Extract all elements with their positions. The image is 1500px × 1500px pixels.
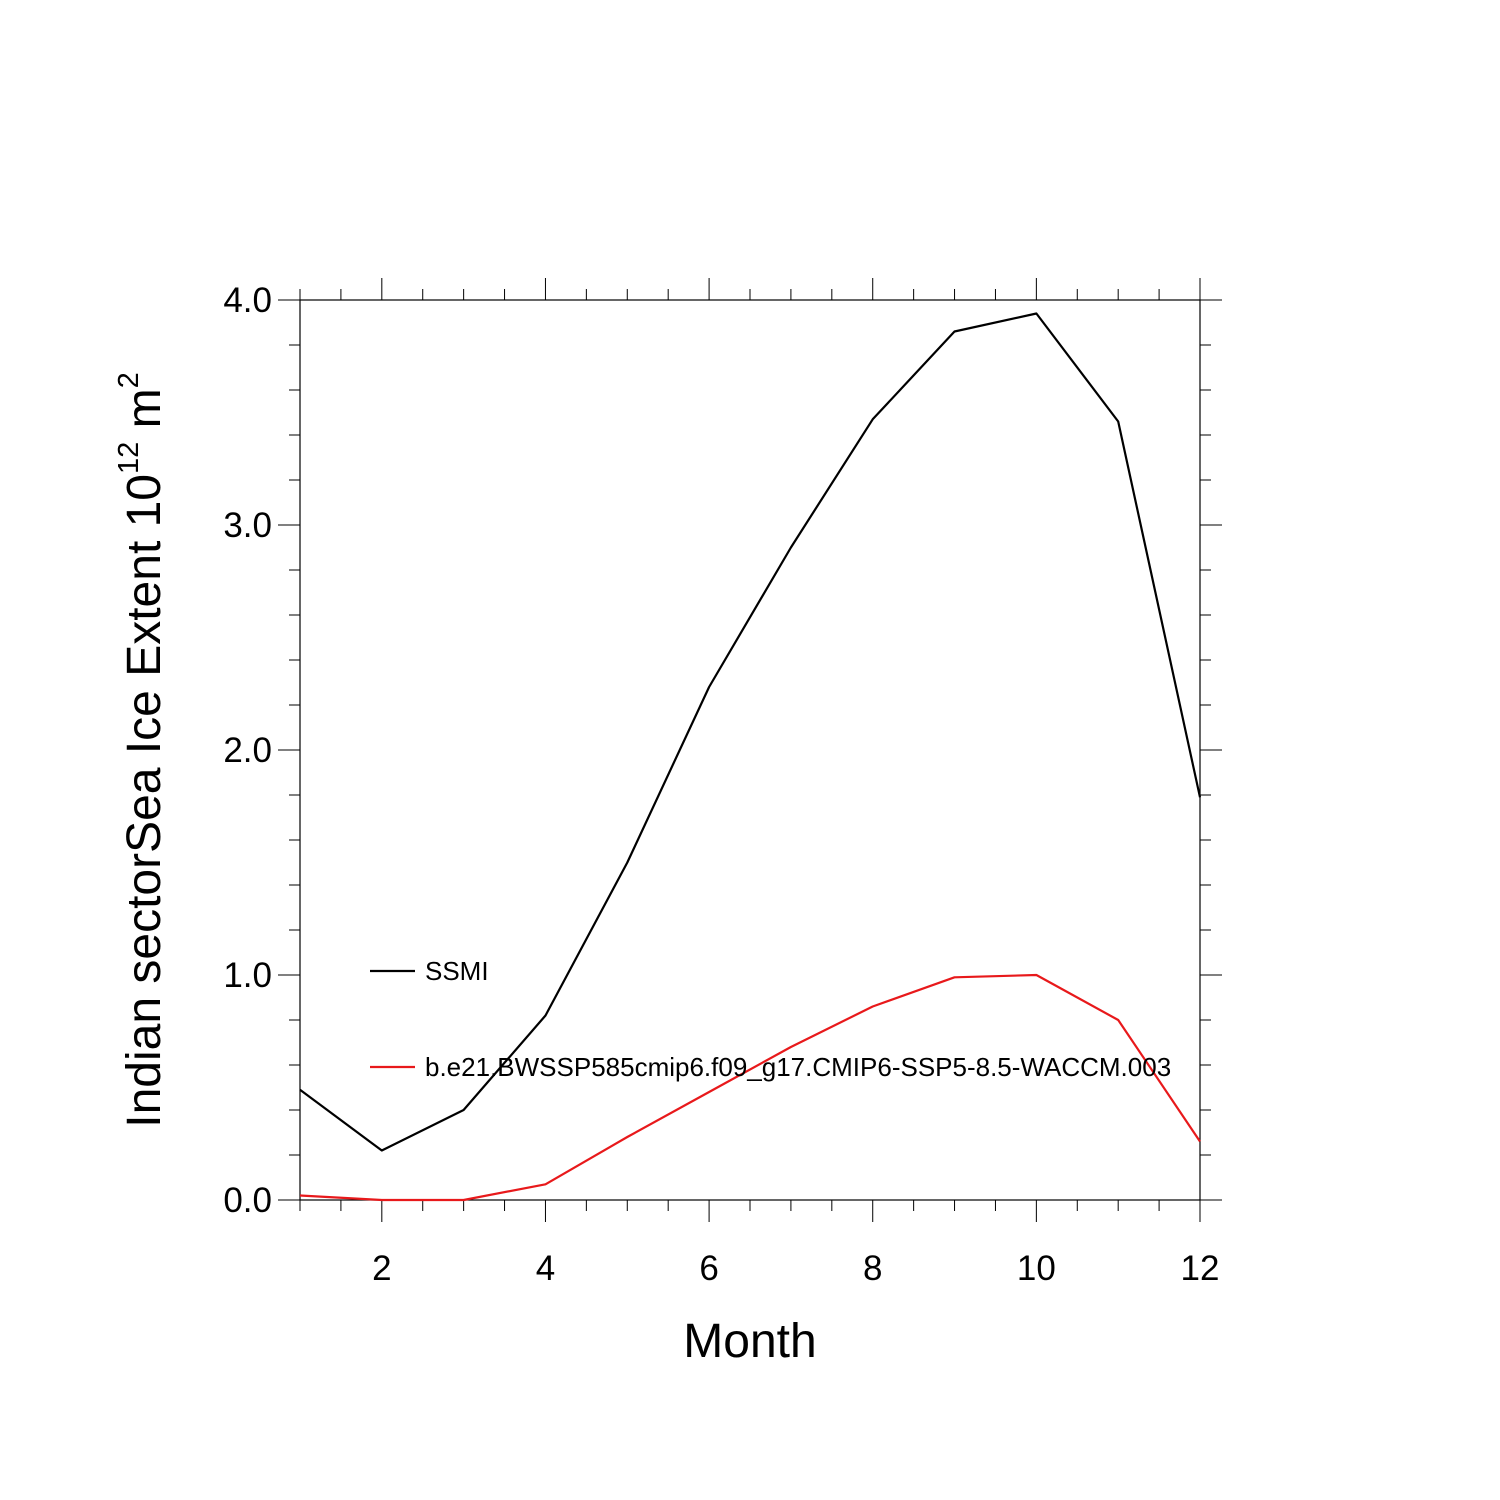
y-tick-label: 2.0 — [223, 731, 272, 770]
legend-label-2: b.e21.BWSSP585cmip6.f09_g17.CMIP6-SSP5-8… — [425, 1052, 1171, 1082]
x-tick-label: 8 — [863, 1249, 882, 1288]
y-tick-label: 3.0 — [223, 506, 272, 545]
y-axis-title-exponent-2: 2 — [113, 372, 145, 388]
series-line-1 — [299, 312, 1202, 1152]
y-tick-label: 1.0 — [223, 956, 272, 995]
series-line-2 — [299, 973, 1201, 1202]
x-tick-label: 4 — [536, 1249, 555, 1288]
y-axis-title-exponent-1: 12 — [113, 442, 145, 474]
y-tick-label: 0.0 — [223, 1181, 272, 1220]
axis-tick-labels: 2 4 6 8 10 12 0.0 1.0 2.0 3.0 4.0 — [223, 281, 1219, 1288]
y-axis-title-prefix: Indian sectorSea Ice Extent 10 — [118, 474, 171, 1128]
y-axis-title-unit: m — [118, 388, 171, 441]
x-axis-title: Month — [683, 1315, 816, 1368]
x-tick-label: 10 — [1017, 1249, 1056, 1288]
x-tick-label: 2 — [372, 1249, 391, 1288]
series-lines — [299, 312, 1202, 1202]
x-tick-label: 6 — [699, 1249, 718, 1288]
y-tick-label: 4.0 — [223, 281, 272, 320]
x-tick-label: 12 — [1181, 1249, 1220, 1288]
legend-label-1: SSMI — [425, 956, 489, 986]
axis-ticks — [278, 278, 1222, 1222]
legend: SSMI b.e21.BWSSP585cmip6.f09_g17.CMIP6-SS… — [370, 956, 1171, 1082]
y-axis-title: Indian sectorSea Ice Extent 1012 m2 — [113, 372, 171, 1127]
